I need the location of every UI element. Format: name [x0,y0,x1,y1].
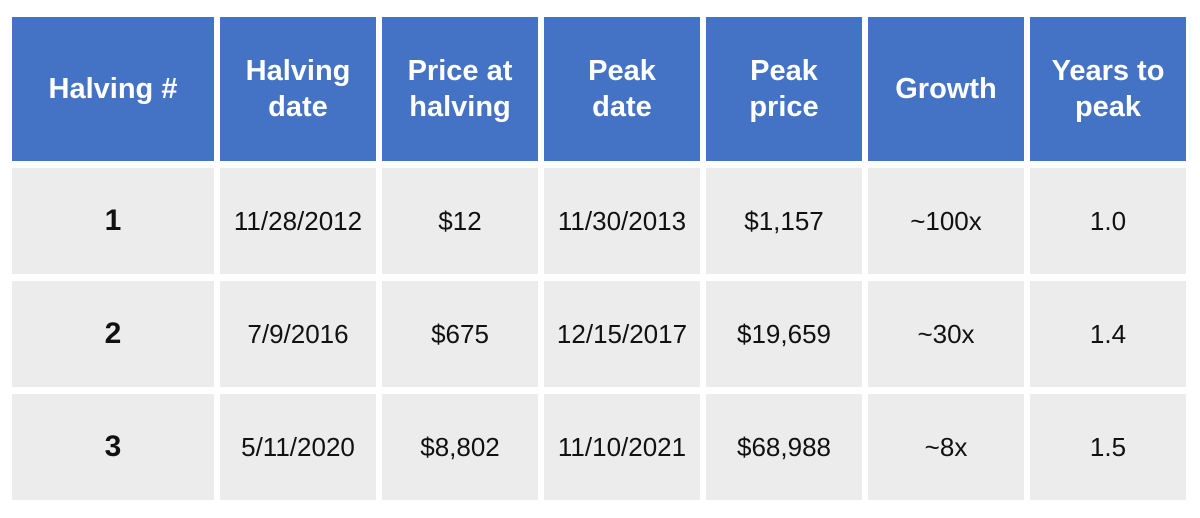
cell-halving-number: 1 [12,168,214,274]
cell-years-to-peak: 1.0 [1030,168,1186,274]
cell-price-at-halving: $8,802 [382,394,538,500]
cell-years-to-peak: 1.4 [1030,281,1186,387]
header-price-at-halving: Price at halving [382,17,538,161]
cell-halving-number: 2 [12,281,214,387]
cell-peak-date: 11/10/2021 [544,394,700,500]
cell-peak-date: 12/15/2017 [544,281,700,387]
cell-growth: ~100x [868,168,1024,274]
cell-price-at-halving: $675 [382,281,538,387]
cell-growth: ~8x [868,394,1024,500]
header-years-to-peak: Years to peak [1030,17,1186,161]
halving-table: Halving # Halving date Price at halving … [12,17,1186,500]
cell-peak-date: 11/30/2013 [544,168,700,274]
header-halving-date: Halving date [220,17,376,161]
cell-years-to-peak: 1.5 [1030,394,1186,500]
cell-peak-price: $19,659 [706,281,862,387]
cell-halving-number: 3 [12,394,214,500]
cell-halving-date: 7/9/2016 [220,281,376,387]
header-peak-date: Peak date [544,17,700,161]
cell-peak-price: $68,988 [706,394,862,500]
cell-peak-price: $1,157 [706,168,862,274]
cell-growth: ~30x [868,281,1024,387]
cell-halving-date: 5/11/2020 [220,394,376,500]
header-halving-number: Halving # [12,17,214,161]
header-peak-price: Peak price [706,17,862,161]
cell-halving-date: 11/28/2012 [220,168,376,274]
cell-price-at-halving: $12 [382,168,538,274]
header-growth: Growth [868,17,1024,161]
